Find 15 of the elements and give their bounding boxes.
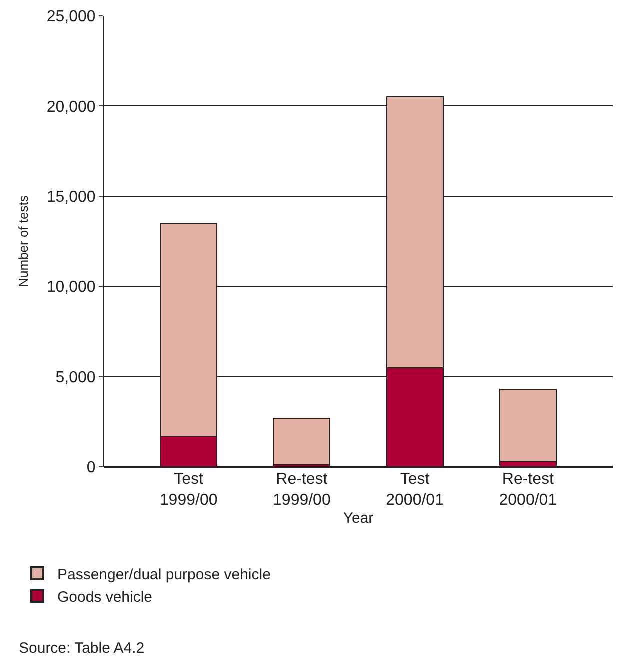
x-tick-label: Test 2000/01 bbox=[386, 471, 444, 509]
y-tick-label: 20,000 bbox=[46, 98, 96, 116]
x-tick-label: Re-test 2000/01 bbox=[499, 471, 558, 509]
y-tick-label: 5,000 bbox=[56, 369, 96, 386]
source-note: Source: Table A4.2 bbox=[19, 640, 145, 657]
x-axis-title: Year bbox=[343, 510, 374, 527]
legend-label: Passenger/dual purpose vehicle bbox=[57, 566, 271, 584]
y-tick-label: 25,000 bbox=[46, 8, 96, 26]
y-tick-label: 10,000 bbox=[46, 279, 96, 296]
legend-label: Goods vehicle bbox=[57, 588, 153, 606]
y-tick-label: 0 bbox=[86, 460, 96, 477]
x-tick-label: Re-test 1999/00 bbox=[273, 471, 331, 509]
y-axis-title: Number of tests bbox=[16, 195, 31, 288]
x-tick-label: Test 1999/00 bbox=[160, 471, 218, 509]
y-tick-label: 15,000 bbox=[46, 189, 96, 206]
